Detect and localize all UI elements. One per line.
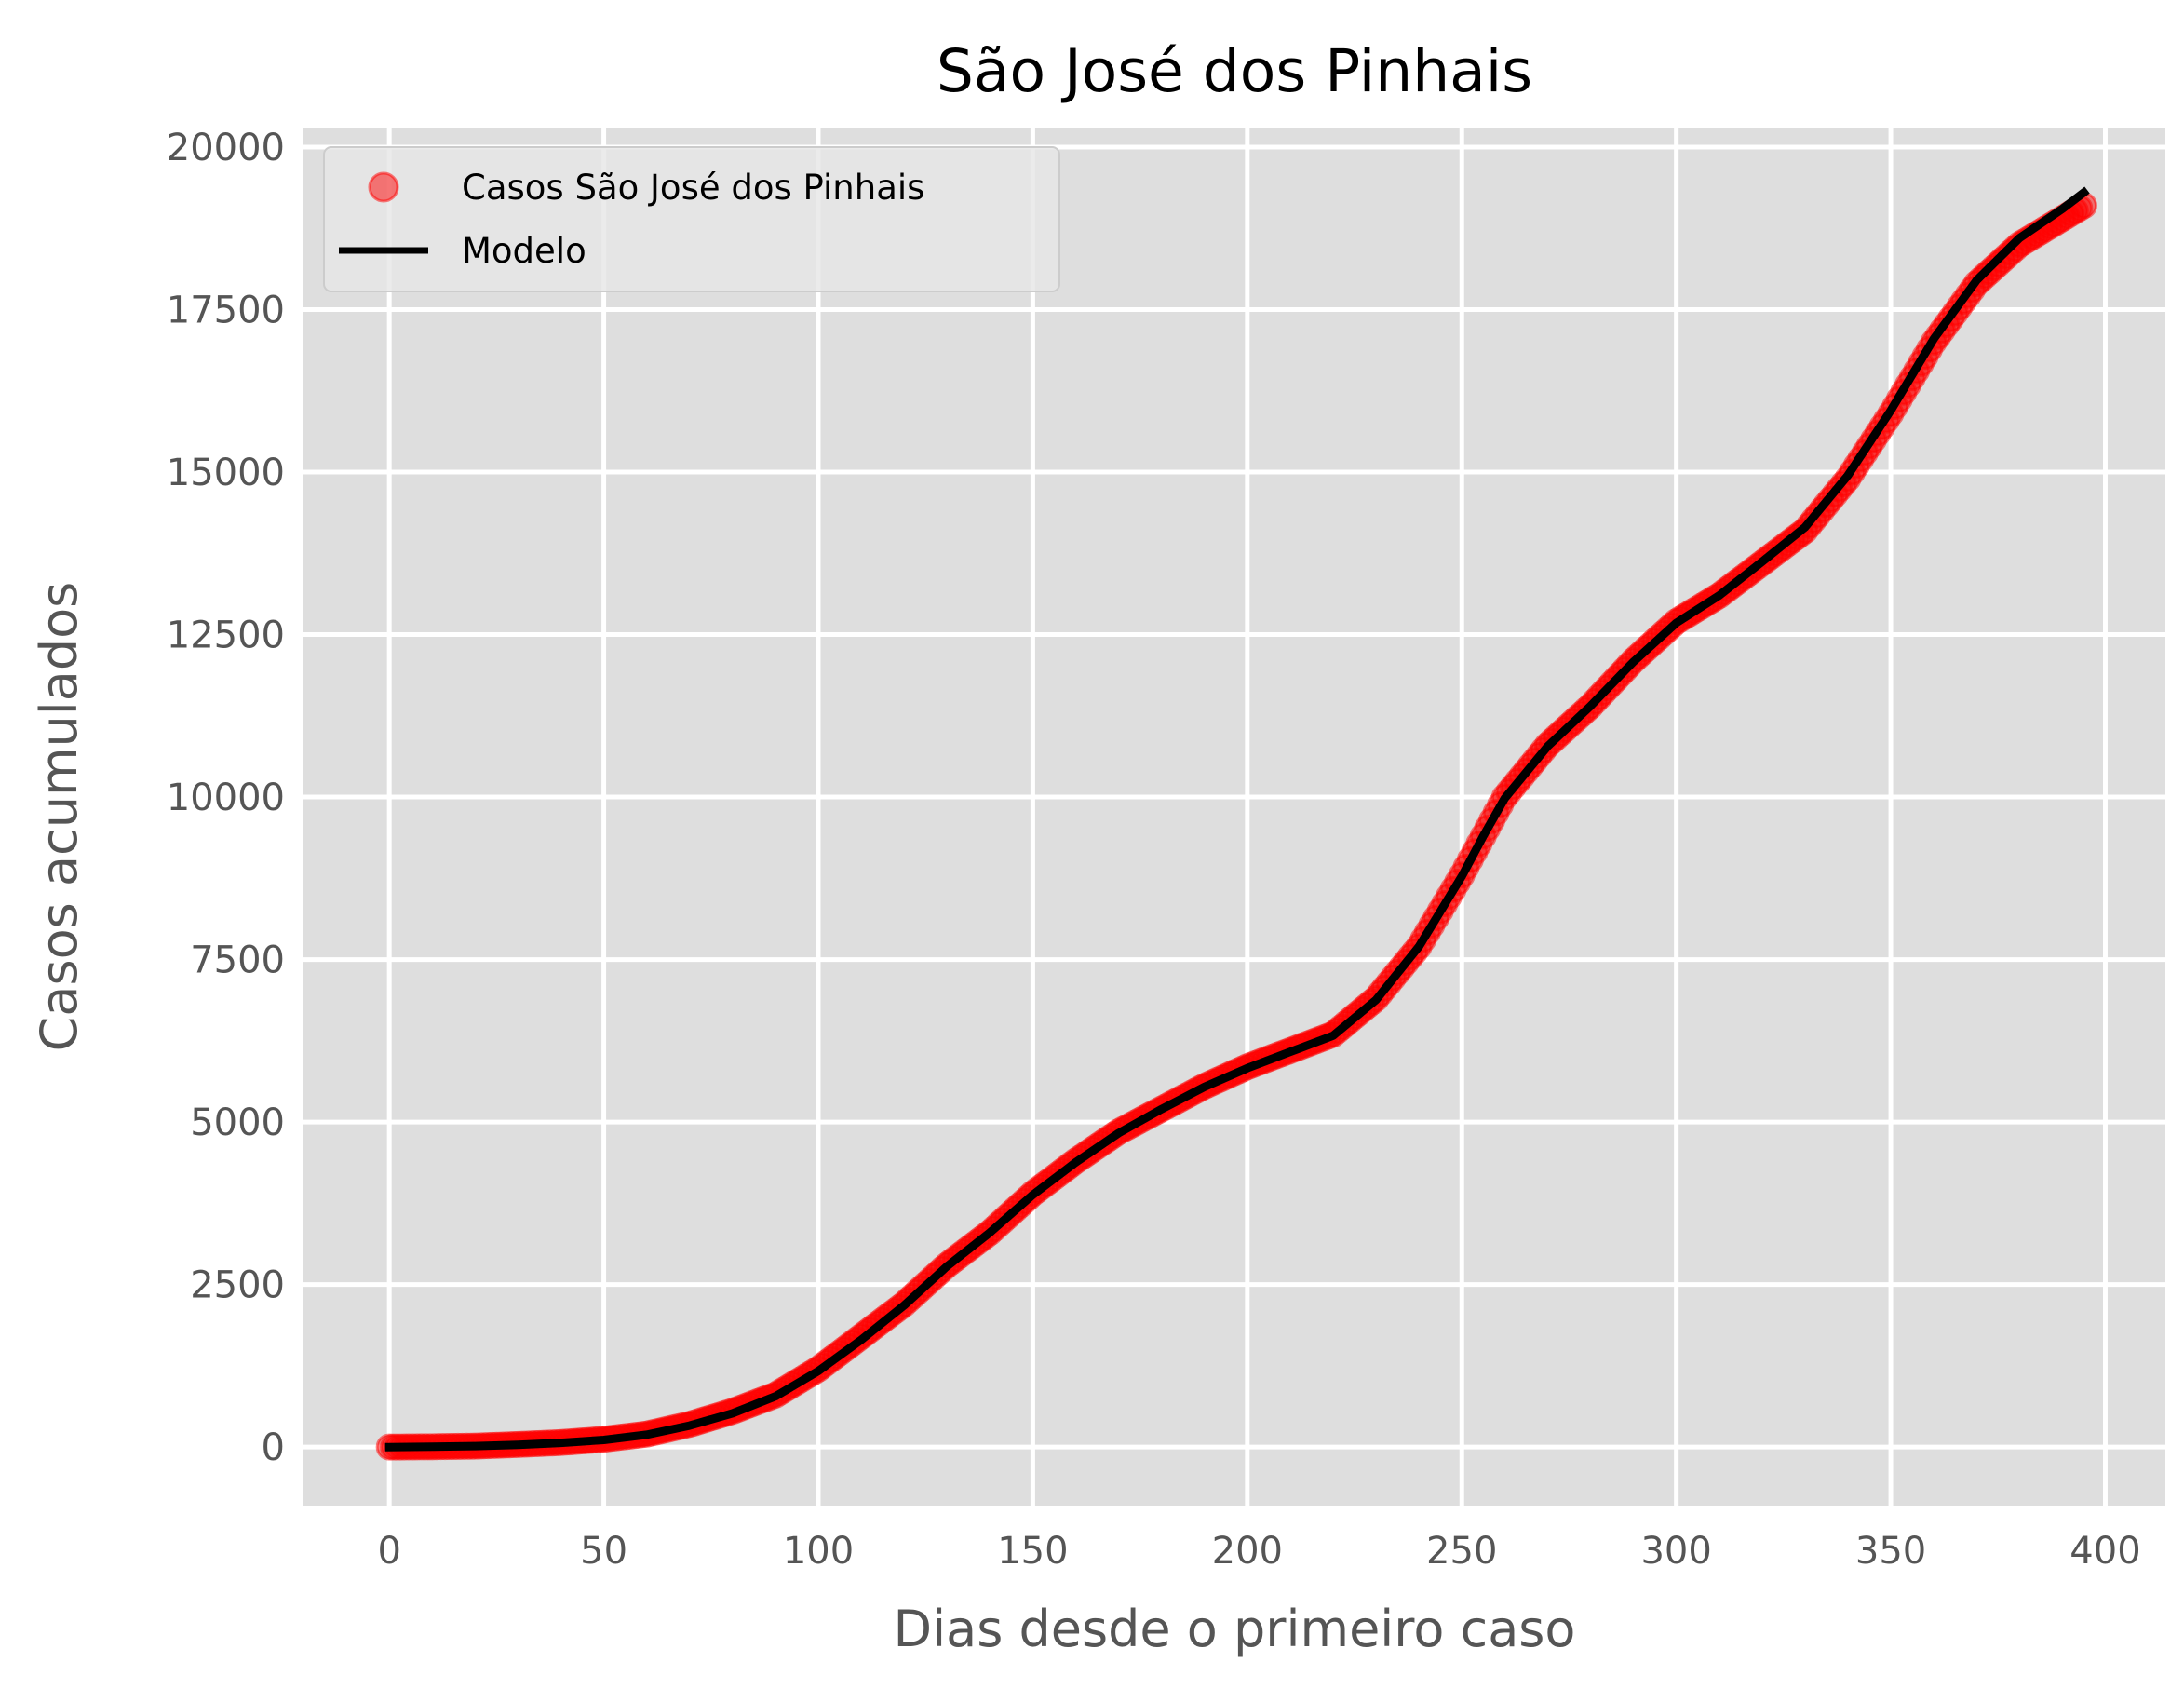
y-tick-label: 17500 <box>167 289 285 331</box>
y-tick-label: 7500 <box>190 939 285 982</box>
x-tick-label: 0 <box>377 1530 400 1573</box>
x-tick-label: 200 <box>1212 1530 1283 1573</box>
y-tick-label: 12500 <box>167 615 285 657</box>
legend-box <box>323 146 1060 292</box>
chart-title: São José dos Pinhais <box>937 37 1532 105</box>
plot-background <box>303 128 2165 1506</box>
x-tick-label: 250 <box>1426 1530 1497 1573</box>
legend-marker-points <box>368 171 399 203</box>
x-tick-label: 400 <box>2069 1530 2140 1573</box>
x-tick-label: 50 <box>580 1530 627 1573</box>
legend: Casos São José dos Pinhais Modelo <box>323 146 1060 292</box>
legend-label-line: Modelo <box>462 231 586 271</box>
x-axis-title: Dias desde o primeiro caso <box>894 1600 1576 1658</box>
y-tick-label: 15000 <box>167 452 285 494</box>
legend-label-points: Casos São José dos Pinhais <box>462 168 924 208</box>
x-tick-label: 350 <box>1855 1530 1926 1573</box>
y-tick-label: 5000 <box>190 1101 285 1144</box>
x-tick-labels: 0 50 100 150 200 250 300 350 400 <box>377 1530 2140 1573</box>
series-line-modelo <box>384 186 2090 1452</box>
x-tick-label: 150 <box>997 1530 1068 1573</box>
y-axis-title: Casos acumulados <box>30 582 88 1052</box>
y-tick-label: 20000 <box>167 127 285 169</box>
x-tick-label: 100 <box>783 1530 854 1573</box>
y-tick-label: 10000 <box>167 777 285 819</box>
grid-lines <box>303 128 2165 1506</box>
y-tick-label: 2500 <box>190 1264 285 1307</box>
y-tick-labels: 0 2500 5000 7500 10000 12500 15000 17500 20000 <box>167 127 285 1469</box>
x-tick-label: 300 <box>1640 1530 1711 1573</box>
y-tick-label: 0 <box>262 1426 285 1469</box>
